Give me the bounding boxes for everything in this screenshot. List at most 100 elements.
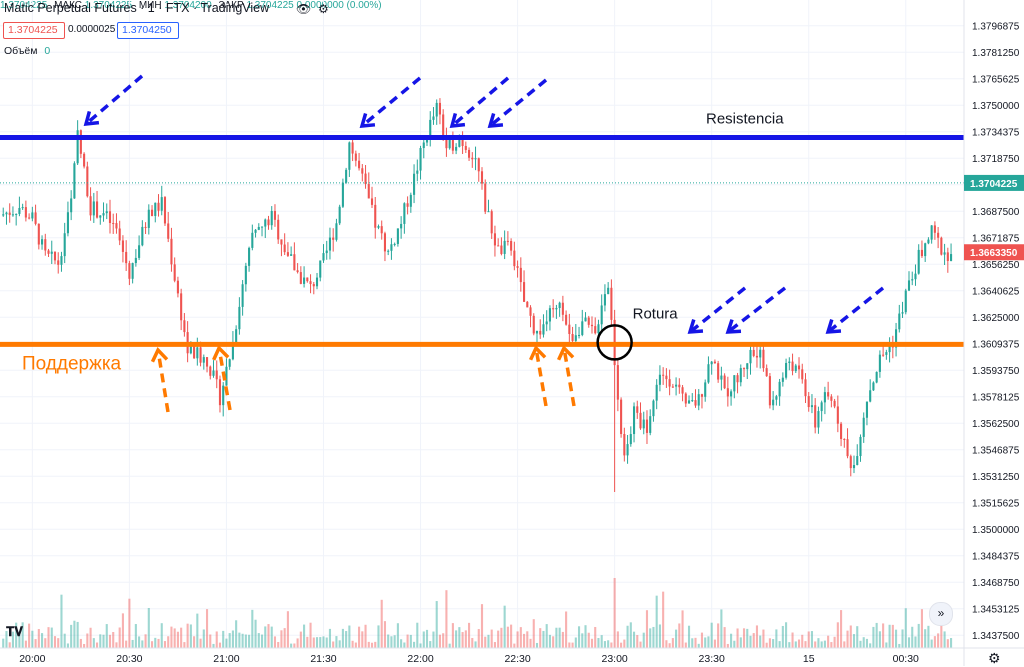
support-arrow-head — [150, 346, 169, 363]
y-tick-label: 1.3578125 — [972, 392, 1020, 403]
volume-bar — [765, 642, 768, 648]
candle-body — [18, 207, 21, 214]
volume-bar — [451, 623, 454, 648]
last-price-label: 1.3704225 — [970, 179, 1018, 190]
close-value: 1.3704225 — [246, 0, 294, 11]
candle-body — [788, 361, 791, 363]
candle-body — [694, 400, 697, 406]
volume-bar — [125, 640, 128, 648]
retest-arrow — [826, 286, 885, 334]
candle-body — [41, 239, 44, 245]
volume-bar — [280, 630, 283, 648]
candle-body — [639, 412, 642, 429]
candle-body — [542, 324, 545, 335]
candle-body — [228, 359, 231, 367]
volume-bar — [671, 638, 674, 648]
candle-body — [112, 223, 115, 225]
candle-body — [823, 392, 826, 403]
candle-body — [723, 375, 726, 389]
candle-body — [940, 237, 943, 255]
candle-body — [354, 153, 357, 161]
volume-bar — [691, 638, 694, 648]
candle-body — [927, 239, 930, 244]
volume-bar — [186, 623, 189, 648]
x-tick-label: 20:30 — [116, 653, 142, 665]
sell-button[interactable]: 1.3704225 — [3, 22, 65, 39]
volume-bar — [882, 623, 885, 648]
candle-body — [83, 153, 86, 167]
candle-body — [817, 411, 820, 428]
candle-body — [746, 363, 749, 370]
candle-body — [47, 250, 50, 254]
candle-body — [118, 228, 121, 241]
candle-body — [92, 201, 95, 216]
candle-body — [500, 245, 503, 254]
candle-body — [296, 270, 299, 273]
volume-bar — [270, 626, 273, 648]
gear-icon[interactable]: ⚙ — [988, 650, 1001, 666]
volume-bar — [623, 639, 626, 648]
candle-body — [383, 233, 387, 252]
volume-bar — [603, 641, 606, 648]
volume-bar — [222, 630, 225, 648]
volume-bar — [416, 622, 419, 648]
volume-bar — [235, 620, 238, 648]
double-chevron-right-icon[interactable]: » — [929, 602, 953, 626]
current-price-tag — [964, 244, 1024, 261]
volume-bar — [610, 642, 613, 648]
volume-bar — [700, 632, 704, 648]
volume-bar — [772, 639, 775, 648]
candle-body — [37, 223, 40, 245]
candle-body — [53, 251, 57, 261]
volume-bar — [183, 642, 186, 648]
candle-body — [636, 406, 639, 413]
volume-value: 0 — [44, 45, 51, 57]
volume-bar — [607, 640, 610, 648]
candle-body — [293, 254, 296, 271]
resistance-arrow-head — [449, 112, 466, 129]
candle-body — [581, 321, 584, 335]
candle-body — [461, 137, 464, 146]
candle-body — [710, 361, 713, 365]
volume-bar — [697, 643, 700, 648]
volume-bar — [244, 634, 247, 648]
volume-bar — [432, 631, 435, 648]
candle-body — [34, 212, 37, 224]
volume-bar — [930, 639, 933, 648]
candle-body — [273, 210, 277, 220]
resistance-arrow-head — [359, 113, 376, 128]
buy-button[interactable]: 1.3704250 — [117, 22, 179, 39]
eye-icon[interactable]: 👁 — [296, 2, 312, 16]
candle-body — [730, 391, 733, 397]
volume-bar — [79, 638, 82, 648]
candle-body — [435, 102, 438, 117]
candle-body — [134, 257, 137, 264]
y-tick-label: 1.3687500 — [972, 207, 1020, 218]
volume-bar — [862, 637, 865, 648]
volume-bar — [445, 590, 448, 648]
volume-bar — [490, 629, 493, 648]
candle-body — [238, 306, 241, 330]
volume-bar — [678, 623, 681, 648]
candle-body — [707, 364, 710, 383]
last-price-tag — [964, 174, 1024, 191]
volume-bar — [752, 633, 755, 648]
volume-bar — [312, 637, 315, 648]
resistance-arrow — [488, 78, 548, 128]
volume-bar — [238, 632, 241, 648]
volume-bar — [801, 634, 804, 648]
volume-bar — [616, 631, 619, 648]
y-tick-label: 1.3500000 — [972, 525, 1020, 536]
break-label: Rotura — [633, 305, 679, 322]
volume-bar — [901, 629, 904, 648]
gear-icon[interactable]: ⚙ — [318, 2, 329, 16]
volume-bar — [383, 621, 387, 648]
candle-body — [468, 149, 471, 158]
volume-bar — [115, 642, 118, 648]
volume-bar — [668, 643, 671, 648]
volume-bar — [438, 634, 441, 648]
y-tick-label: 1.3593750 — [972, 366, 1020, 377]
candle-body — [128, 263, 131, 279]
volume-bar — [435, 601, 438, 648]
